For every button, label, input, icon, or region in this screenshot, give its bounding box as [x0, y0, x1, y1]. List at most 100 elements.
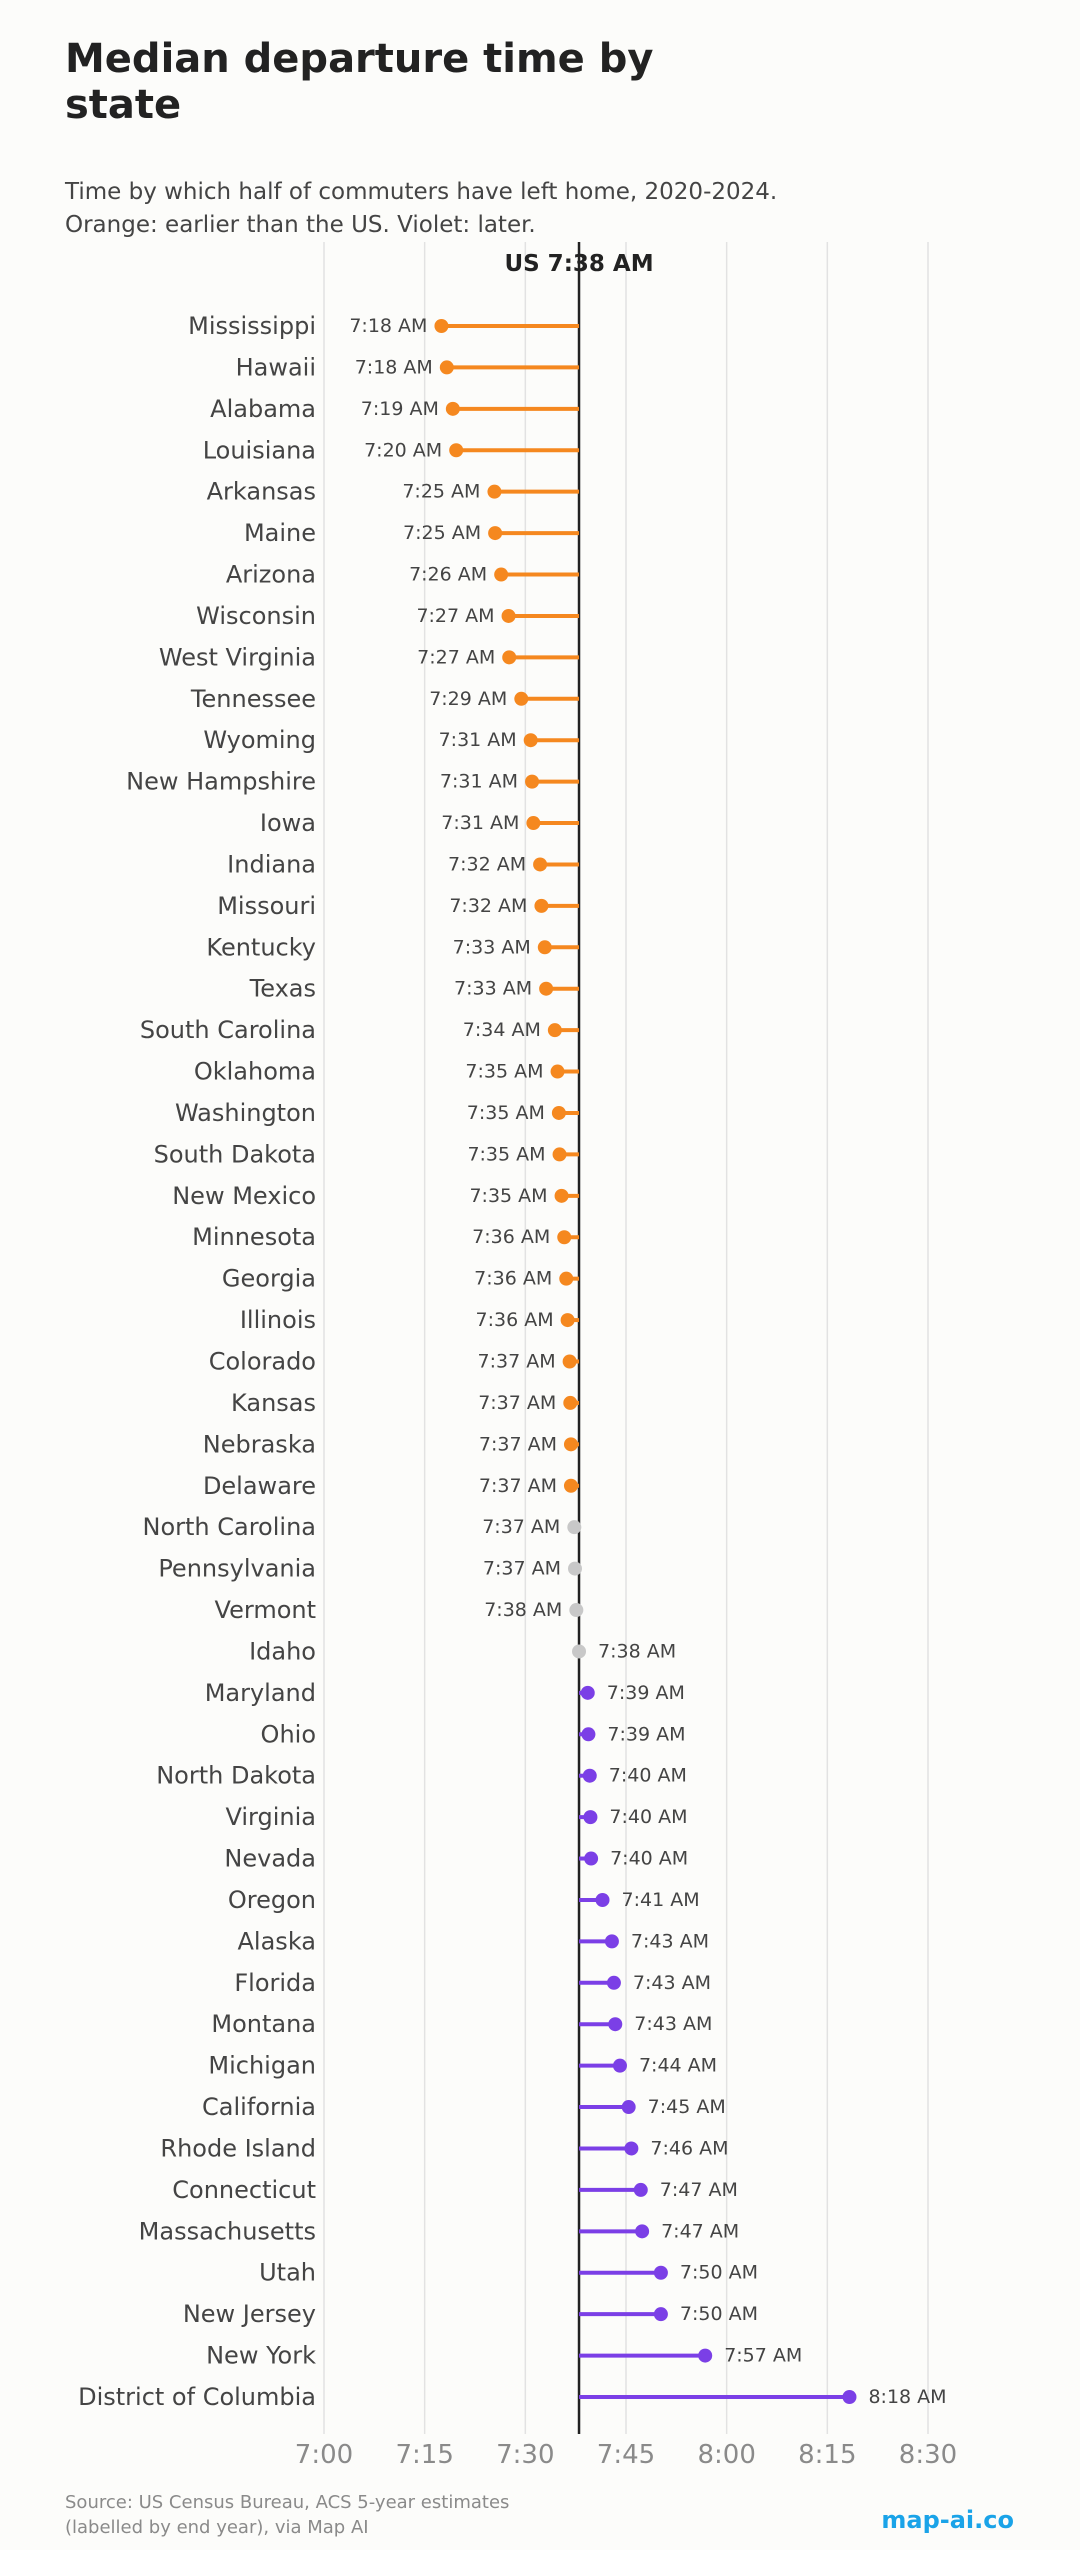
value-label: 7:37 AM [479, 1433, 557, 1455]
state-dot [563, 1478, 578, 1493]
state-label: Virginia [226, 1803, 317, 1831]
chart-row: South Dakota 7:35 AM [154, 1140, 580, 1168]
state-dot [608, 2017, 623, 2032]
chart-row: Kentucky 7:33 AM [206, 933, 580, 961]
state-label: Illinois [240, 1306, 316, 1334]
x-tick-label: 8:30 [899, 2440, 957, 2470]
chart-row: Nevada 7:40 AM [224, 1845, 688, 1873]
value-label: 7:31 AM [440, 771, 518, 793]
state-dot [621, 2100, 636, 2115]
state-label: Kansas [231, 1389, 316, 1417]
state-label: Washington [175, 1099, 316, 1127]
value-label: 7:29 AM [429, 688, 507, 710]
value-label: 7:36 AM [474, 1268, 552, 1290]
state-dot [525, 774, 540, 789]
state-dot [606, 1975, 621, 1990]
value-label: 7:37 AM [482, 1516, 560, 1538]
chart-row: Texas 7:33 AM [249, 975, 580, 1003]
value-label: 7:36 AM [476, 1309, 554, 1331]
chart-row: Oklahoma 7:35 AM [194, 1058, 580, 1086]
value-label: 7:37 AM [483, 1558, 561, 1580]
state-dot [501, 608, 516, 623]
state-label: Iowa [260, 809, 316, 837]
state-label: Vermont [215, 1596, 316, 1624]
state-dot [523, 733, 538, 748]
chart-row: Idaho 7:38 AM [249, 1637, 676, 1665]
source-note: Source: US Census Bureau, ACS 5-year est… [65, 2490, 765, 2540]
value-label: 7:43 AM [634, 2013, 712, 2035]
state-label: Georgia [222, 1265, 316, 1293]
state-dot [653, 2307, 668, 2322]
state-label: Tennessee [190, 685, 316, 713]
chart-row: Arkansas 7:25 AM [207, 478, 580, 506]
value-label: 7:40 AM [609, 1806, 687, 1828]
state-dot [434, 319, 449, 333]
value-label: 7:33 AM [454, 978, 532, 1000]
chart-row: West Virginia 7:27 AM [159, 643, 580, 671]
state-label: Kentucky [206, 933, 316, 961]
brand-link[interactable]: map-ai.co [881, 2506, 1014, 2534]
state-label: Missouri [217, 892, 316, 920]
chart-row: Alaska 7:43 AM [238, 1927, 710, 1955]
value-label: 7:43 AM [631, 1930, 709, 1952]
value-label: 7:38 AM [598, 1640, 676, 1662]
chart-row: Tennessee 7:29 AM [190, 685, 580, 713]
state-dot [560, 1313, 575, 1328]
state-dot [439, 360, 454, 375]
state-dot [567, 1520, 582, 1535]
state-label: Utah [259, 2259, 316, 2287]
chart-row: South Carolina 7:34 AM [140, 1016, 580, 1044]
value-label: 7:40 AM [610, 1848, 688, 1870]
chart-row: Michigan 7:44 AM [208, 2052, 717, 2080]
state-dot [635, 2224, 650, 2239]
x-tick-label: 7:30 [496, 2440, 554, 2470]
value-label: 7:47 AM [660, 2179, 738, 2201]
value-label: 7:41 AM [622, 1889, 700, 1911]
chart-row: Louisiana 7:20 AM [203, 436, 580, 464]
x-axis: 7:00 7:15 7:30 7:45 8:00 8:15 8:30 [295, 2440, 957, 2470]
rows-layer: Mississippi 7:18 AM Hawaii 7:18 AM Alabama 7:… [78, 312, 946, 2411]
state-dot [584, 1851, 599, 1866]
state-dot [581, 1727, 596, 1742]
state-dot [551, 1105, 566, 1120]
state-label: North Carolina [143, 1513, 317, 1541]
chart-row: Minnesota 7:36 AM [192, 1223, 580, 1251]
value-label: 7:34 AM [463, 1019, 541, 1041]
x-tick-label: 7:00 [295, 2440, 353, 2470]
state-dot [604, 1934, 619, 1949]
state-dot [547, 1023, 562, 1038]
chart-row: Oregon 7:41 AM [228, 1886, 700, 1914]
value-label: 7:35 AM [467, 1102, 545, 1124]
state-label: Arkansas [207, 478, 316, 506]
state-label: New York [206, 2342, 316, 2370]
state-label: North Dakota [156, 1762, 316, 1790]
state-label: California [202, 2093, 316, 2121]
state-label: Maryland [205, 1679, 316, 1707]
value-label: 7:37 AM [479, 1475, 557, 1497]
value-label: 7:57 AM [724, 2345, 802, 2367]
state-dot [842, 2390, 857, 2404]
state-dot [514, 691, 529, 706]
state-label: Minnesota [192, 1223, 316, 1251]
subtitle-line-1: Time by which half of commuters have lef… [65, 179, 778, 205]
x-tick-label: 8:15 [798, 2440, 856, 2470]
chart-row: Wisconsin 7:27 AM [196, 602, 580, 630]
chart-row: Vermont 7:38 AM [215, 1596, 584, 1624]
state-label: Hawaii [236, 353, 316, 381]
value-label: 7:27 AM [417, 646, 495, 668]
state-dot [488, 526, 503, 541]
state-dot [539, 981, 554, 996]
state-label: Florida [234, 1969, 316, 1997]
chart-row: Alabama 7:19 AM [210, 395, 580, 423]
chart-row: Iowa 7:31 AM [260, 809, 580, 837]
state-label: New Mexico [172, 1182, 316, 1210]
state-dot [445, 401, 460, 416]
x-tick-label: 7:45 [597, 2440, 655, 2470]
state-label: New Jersey [183, 2300, 316, 2328]
value-label: 7:18 AM [355, 356, 433, 378]
value-label: 7:25 AM [403, 522, 481, 544]
state-dot [563, 1395, 578, 1410]
chart-row: Pennsylvania 7:37 AM [158, 1555, 582, 1583]
state-label: Rhode Island [160, 2134, 316, 2162]
